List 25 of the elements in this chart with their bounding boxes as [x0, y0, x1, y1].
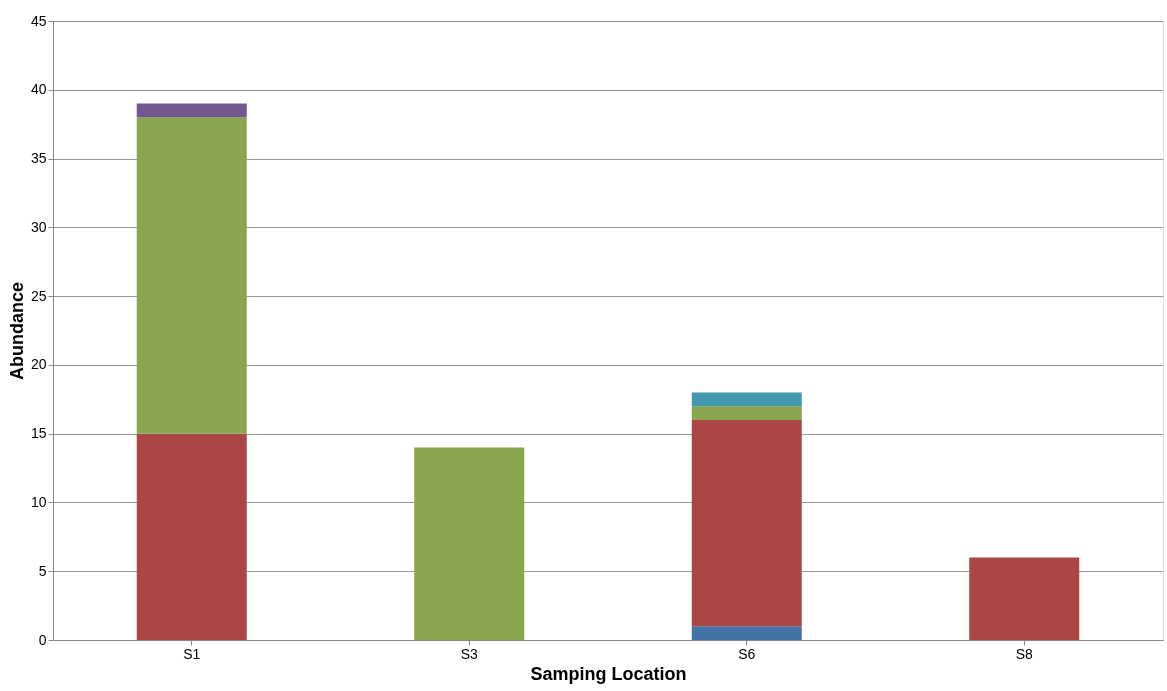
bar: [691, 626, 802, 640]
y-tick-label: 35: [30, 150, 47, 167]
bar: [691, 406, 802, 420]
bar: [136, 117, 247, 434]
bar: [136, 433, 247, 640]
x-tick-label: S6: [738, 645, 756, 662]
y-tick-label: 10: [30, 493, 47, 510]
x-tick-label: S1: [183, 645, 201, 662]
bar: [969, 557, 1080, 640]
y-tick-label: 15: [30, 425, 47, 442]
y-tick-label: 0: [38, 631, 47, 648]
x-tick-label: S8: [1015, 645, 1034, 662]
x-axis-title: Samping Location: [530, 663, 687, 684]
y-tick-label: 25: [30, 287, 47, 304]
bar: [691, 419, 802, 627]
y-axis-title: Abundance: [6, 281, 27, 381]
y-tick-label: 20: [30, 356, 47, 373]
x-tick-label: S3: [460, 645, 479, 662]
bar: [136, 103, 247, 118]
y-tick-label: 30: [30, 218, 47, 235]
y-tick-label: 5: [38, 562, 47, 579]
y-tick-label: 40: [30, 81, 47, 98]
bar: [691, 392, 802, 407]
bar: [414, 447, 525, 640]
y-tick-label: 45: [30, 12, 47, 29]
